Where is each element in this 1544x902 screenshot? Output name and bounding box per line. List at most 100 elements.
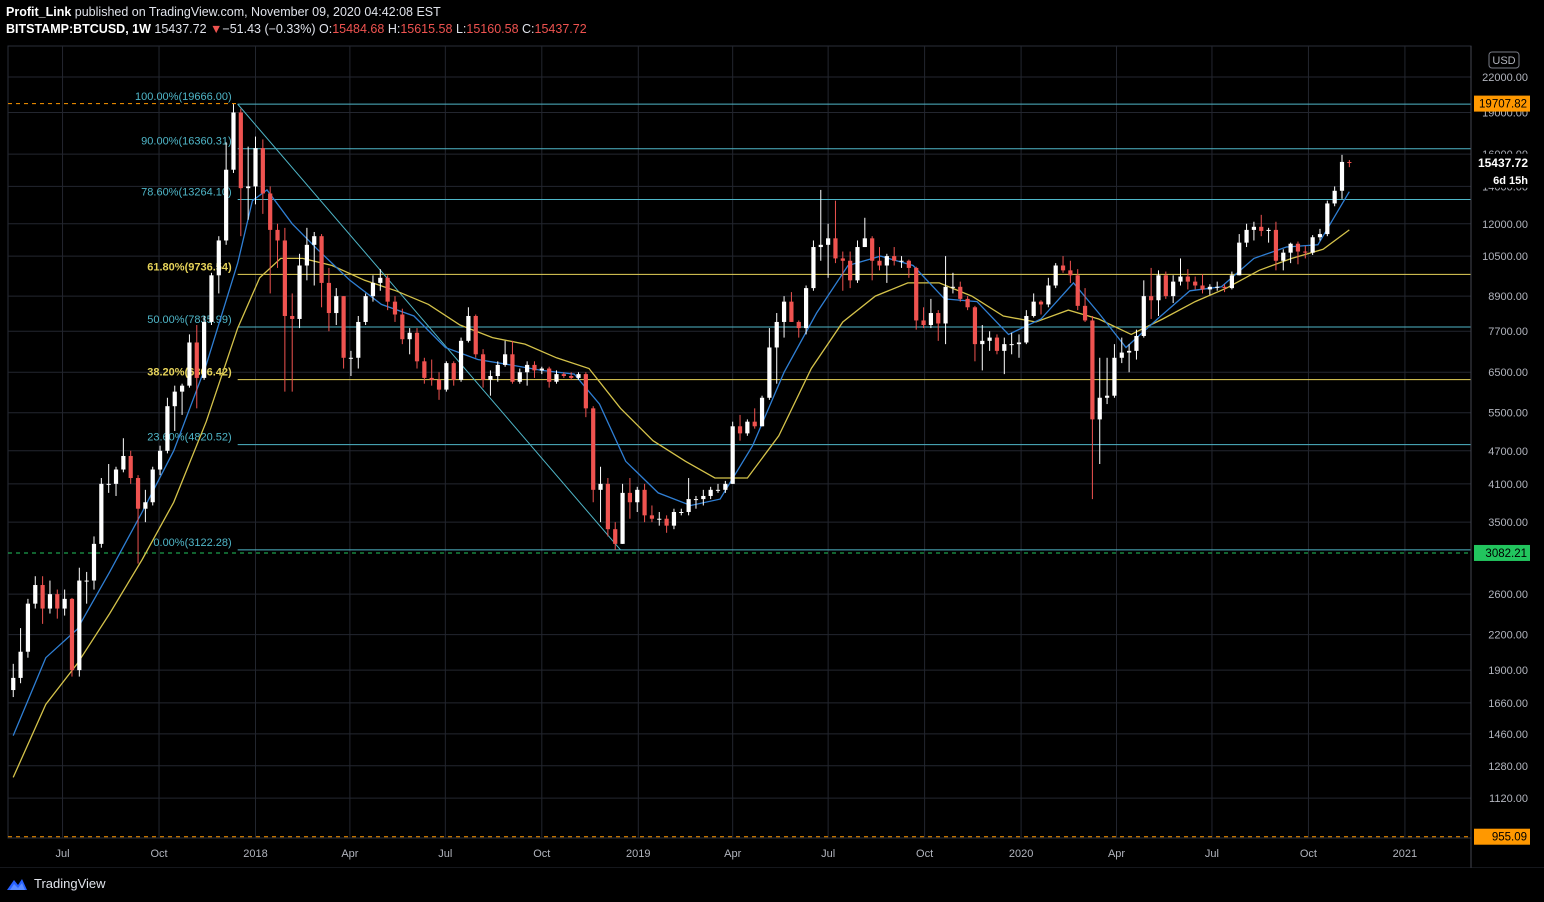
candle-body <box>517 372 522 382</box>
high-price-tag[interactable] <box>1474 95 1530 112</box>
chart-header: Profit_Link published on TradingView.com… <box>0 0 1544 44</box>
candle-body <box>1024 315 1029 343</box>
candle-body <box>723 483 728 490</box>
candle-body <box>1222 286 1227 289</box>
bottom-price-tag[interactable] <box>1474 828 1530 845</box>
symbol-label[interactable]: BITSTAMP:BTCUSD, 1W <box>6 22 151 36</box>
author-name[interactable]: Profit_Link <box>6 5 72 19</box>
candle-body <box>312 236 317 245</box>
candle-body <box>385 277 390 302</box>
candle-body <box>679 512 684 514</box>
bar-countdown-label: 6d 15h <box>1493 175 1528 187</box>
candle-body <box>972 307 978 345</box>
candle-body <box>503 354 508 365</box>
fib-trend-line[interactable] <box>237 103 621 551</box>
candle-body <box>1244 229 1249 243</box>
candle-body <box>840 258 845 261</box>
candle-body <box>1141 296 1146 336</box>
candle-body <box>906 260 911 268</box>
candle-body <box>1347 162 1352 164</box>
time-tick-label: Oct <box>533 848 550 860</box>
candle-body <box>392 301 398 315</box>
price-axis[interactable]: 22000.0019000.0016000.0014000.0012000.00… <box>1470 46 1534 868</box>
candle-body <box>958 286 963 299</box>
moving-averages <box>12 188 1350 778</box>
time-axis[interactable]: Jul Oct 2018 Apr Jul Oct 2019 Apr Jul Oct 2020 Apr J… <box>0 848 1544 869</box>
candle-body <box>1317 234 1323 238</box>
candle-body <box>730 426 735 484</box>
candle-body <box>1053 265 1058 286</box>
candle-body <box>598 483 603 490</box>
candle-body <box>69 598 75 671</box>
candle-body <box>436 379 442 390</box>
candle-body <box>818 244 823 248</box>
candle-body <box>194 342 199 378</box>
candle-body <box>510 354 515 382</box>
time-tick-label: Jul <box>1205 848 1219 860</box>
candle-body <box>444 363 449 390</box>
candle-body <box>1112 357 1117 396</box>
candle-body <box>671 512 677 526</box>
candle-body <box>246 186 251 189</box>
candle-body <box>899 260 904 262</box>
candle-body <box>1031 301 1036 316</box>
candle-body <box>11 677 16 691</box>
time-tick-label: Jul <box>438 848 452 860</box>
low-price-tag[interactable] <box>1474 544 1530 561</box>
candle-body <box>1163 275 1168 297</box>
fib-level-label: 23.60%(4820.52) <box>147 432 231 444</box>
time-tick-label: 2019 <box>626 848 650 860</box>
candle-body <box>642 489 647 516</box>
time-tick-label: Apr <box>724 848 741 860</box>
candle-body <box>275 229 280 241</box>
price-tick-label: 8900.00 <box>1488 291 1528 303</box>
candle-body <box>1259 226 1264 231</box>
candle-body <box>525 364 530 373</box>
candle-body <box>745 421 750 434</box>
candle-body <box>62 598 67 609</box>
currency-label[interactable]: USD <box>1492 55 1515 67</box>
candle-body <box>341 296 346 358</box>
open-value: 15484.68 <box>332 22 385 36</box>
time-tick-label: 2018 <box>243 848 267 860</box>
candle-body <box>1127 350 1132 353</box>
candle-body <box>855 247 860 281</box>
candle-body <box>936 313 941 324</box>
time-tick-label: Jul <box>56 848 70 860</box>
candle-body <box>635 489 640 503</box>
fibonacci-retracement[interactable]: 100.00%(19666.00) 90.00%(16360.31) 78.60%(… <box>8 91 1471 838</box>
candle-body <box>965 298 970 308</box>
candle-body <box>356 321 361 358</box>
last-price-tag-label: 15437.72 <box>1478 156 1528 170</box>
candle-body <box>480 354 486 380</box>
candle-body <box>1016 342 1022 345</box>
price-tick-label: 1460.00 <box>1488 729 1528 741</box>
low-value: 15160.58 <box>466 22 519 36</box>
candle-body <box>253 148 258 187</box>
candle-body <box>466 315 471 341</box>
price-tick-label: 3500.00 <box>1488 517 1528 529</box>
candle-body <box>1281 252 1286 261</box>
candle-body <box>378 277 383 283</box>
tradingview-logo[interactable]: TradingView <box>6 876 106 891</box>
currency-badge[interactable] <box>1488 51 1520 69</box>
candle-body <box>238 112 243 189</box>
candle-body <box>488 376 493 380</box>
candle-body <box>657 518 662 520</box>
candle-body <box>928 313 933 326</box>
price-tick-label: 2200.00 <box>1488 630 1528 642</box>
price-tick-label: 4100.00 <box>1488 479 1528 491</box>
time-tick-label: Jul <box>821 848 835 860</box>
candle-body <box>833 238 838 259</box>
last-price-tag[interactable] <box>1474 153 1534 188</box>
close-value: 15437.72 <box>534 22 587 36</box>
candle-body <box>268 193 273 230</box>
candle-body <box>326 282 332 314</box>
low-label: L: <box>455 22 467 36</box>
publish-info: Profit_Link published on TradingView.com… <box>6 5 441 19</box>
candle-body <box>157 450 163 470</box>
candle-body <box>1273 229 1279 261</box>
candle-body <box>187 342 192 386</box>
candle-body <box>1185 276 1190 282</box>
